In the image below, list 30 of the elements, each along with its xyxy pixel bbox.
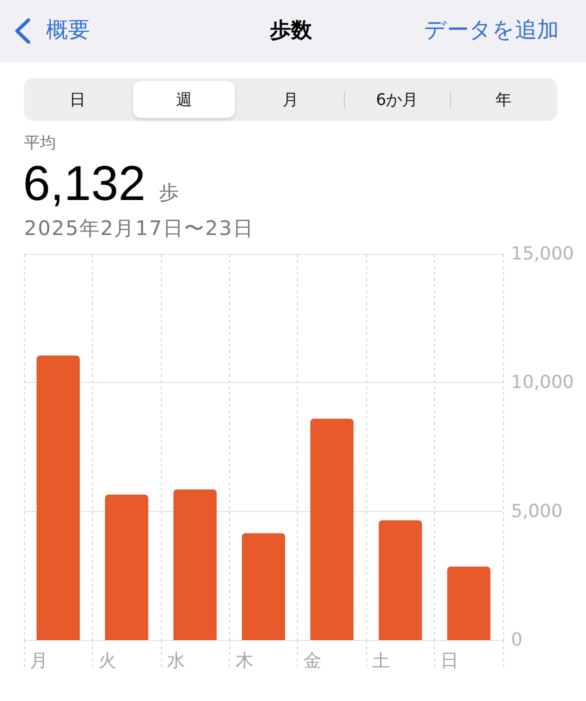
x-tick-label: 火 — [98, 650, 116, 672]
text: 月 — [282, 90, 298, 109]
x-tick-label: 月 — [30, 650, 48, 672]
bar — [105, 494, 148, 640]
y-tick-label: 5,000 — [511, 500, 563, 522]
text: 平均 — [24, 133, 56, 152]
x-tick-label: 土 — [372, 650, 390, 672]
text: 歩 — [159, 180, 179, 204]
bar — [174, 489, 217, 640]
x-tick-label: 木 — [235, 650, 254, 672]
x-tick-label: 日 — [440, 650, 459, 672]
x-tick-label: 水 — [166, 650, 185, 672]
text: データを追加 — [424, 18, 559, 43]
bar — [310, 418, 354, 640]
text: 6,132 — [23, 157, 146, 211]
chart-title: 歩数 — [270, 18, 312, 42]
y-tick-label: 10,000 — [511, 372, 574, 394]
y-tick-label: 15,000 — [511, 244, 574, 264]
y-tick-label: 0 — [511, 630, 522, 650]
bar — [378, 520, 422, 640]
bar — [242, 533, 286, 640]
x-tick-label: 金 — [304, 650, 322, 672]
bar — [36, 356, 80, 640]
text: 年 — [496, 90, 512, 109]
chart-subtitle: 2025年2月17日〜23日 — [24, 216, 254, 240]
text: 日 — [69, 90, 86, 109]
text: 週 — [176, 90, 192, 109]
text: 概要 — [46, 18, 90, 43]
bar — [447, 566, 490, 640]
text: 6か月 — [376, 90, 418, 109]
